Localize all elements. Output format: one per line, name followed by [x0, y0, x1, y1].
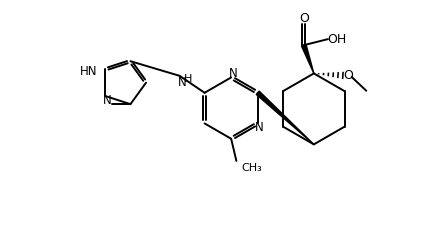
- Text: H: H: [184, 74, 192, 84]
- Text: O: O: [299, 12, 309, 25]
- Polygon shape: [256, 91, 314, 144]
- Text: N: N: [178, 76, 187, 89]
- Text: N: N: [255, 121, 264, 134]
- Text: O: O: [343, 69, 353, 82]
- Text: N: N: [228, 67, 237, 80]
- Text: CH₃: CH₃: [242, 163, 262, 173]
- Polygon shape: [302, 44, 314, 73]
- Text: HN: HN: [80, 65, 97, 78]
- Text: OH: OH: [328, 33, 347, 46]
- Text: N: N: [102, 94, 111, 107]
